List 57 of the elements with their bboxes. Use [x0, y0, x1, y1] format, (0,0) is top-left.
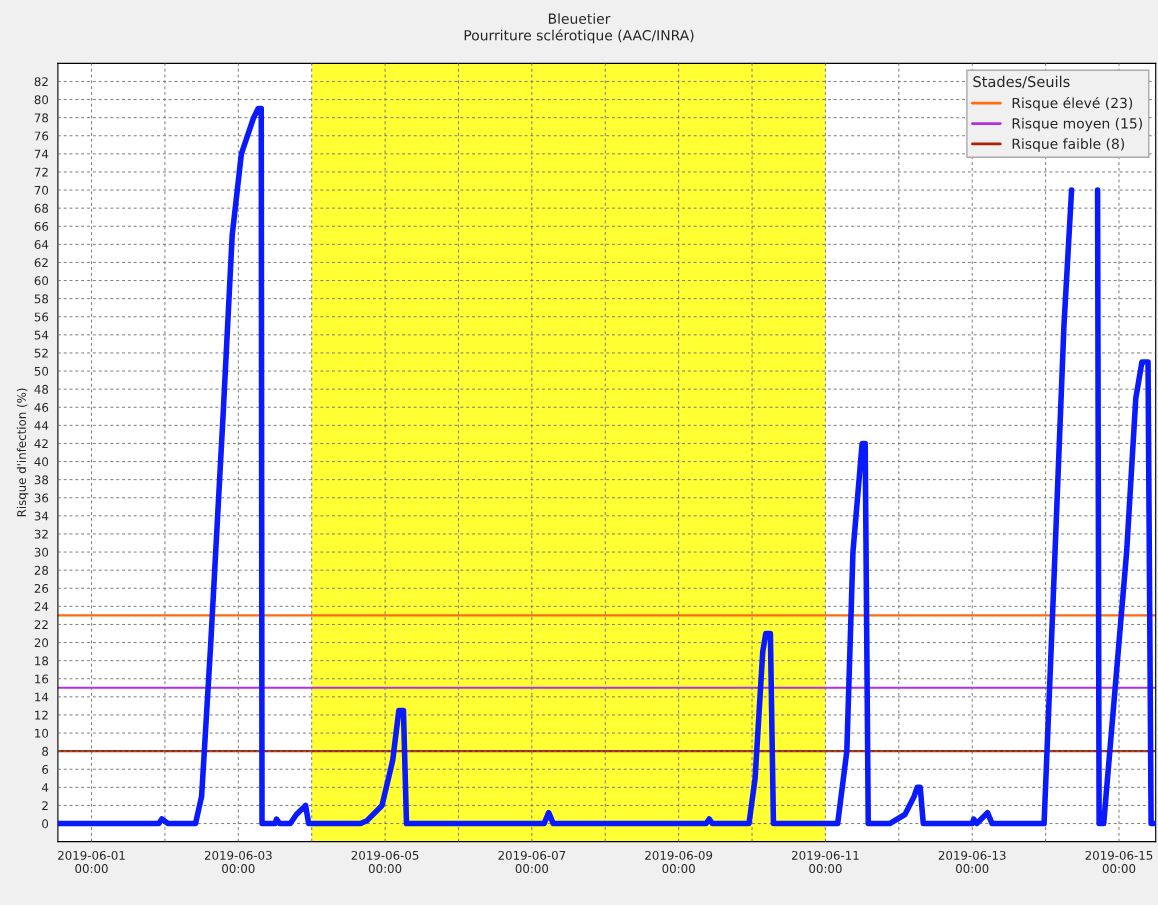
y-tick-label: 6: [42, 764, 49, 774]
y-tick-label: 50: [34, 366, 49, 376]
x-tick-label: 2019-06-13 00:00: [938, 850, 1006, 874]
y-tick-label: 68: [34, 203, 49, 213]
y-tick-label: 56: [34, 312, 49, 322]
y-tick-label: 38: [34, 475, 49, 485]
y-tick-label: 0: [42, 819, 49, 829]
y-tick-label: 16: [35, 674, 49, 684]
y-tick-label: 46: [34, 402, 49, 412]
chart-subtitle: Pourriture sclérotique (AAC/INRA): [464, 29, 694, 44]
x-tick-label: 2019-06-11 00:00: [791, 850, 859, 874]
y-tick-label: 82: [34, 77, 48, 87]
y-tick-label: 2: [42, 801, 48, 810]
y-tick-label: 76: [34, 131, 49, 141]
y-tick-label: 78: [34, 113, 49, 123]
y-tick-label: 74: [34, 149, 49, 159]
y-tick-label: 40: [34, 457, 49, 467]
y-tick-label: 70: [34, 185, 49, 195]
y-tick-label: 26: [34, 583, 49, 593]
y-tick-label: 22: [34, 620, 48, 629]
y-tick-label: 14: [35, 692, 49, 702]
y-tick-label: 10: [35, 728, 49, 738]
y-axis-title: Risque d'infection (%): [16, 388, 29, 517]
y-tick-label: 24: [34, 602, 49, 611]
y-tick-label: 58: [34, 294, 49, 304]
y-tick-label: 20: [34, 638, 49, 648]
y-tick-label: 54: [34, 330, 49, 340]
x-tick-label: 2019-06-01 00:00: [58, 850, 125, 874]
y-tick-label: 64: [34, 240, 49, 249]
x-tick-label: 2019-06-05 00:00: [351, 850, 419, 874]
y-tick-label: 72: [34, 167, 48, 177]
y-tick-label: 34: [34, 511, 49, 521]
y-tick-label: 8: [42, 746, 49, 756]
x-tick-label: 2019-06-07 00:00: [498, 850, 566, 874]
y-tick-label: 30: [34, 547, 49, 557]
y-tick-label: 12: [35, 710, 48, 720]
y-tick-label: 60: [34, 276, 49, 286]
y-tick-label: 48: [34, 384, 49, 394]
x-tick-label: 2019-06-09 00:00: [645, 850, 713, 874]
x-tick-label: 2019-06-03 00:00: [204, 850, 272, 874]
y-tick-label: 62: [34, 258, 48, 268]
y-tick-label: 80: [34, 95, 49, 105]
y-tick-label: 28: [34, 565, 49, 575]
y-tick-label: 66: [34, 221, 49, 231]
legend-label: Risque faible (8): [1012, 138, 1125, 152]
legend-label: Risque élevé (23): [1012, 96, 1133, 111]
x-tick-label: 2019-06-15 00:00: [1085, 850, 1153, 874]
y-tick-label: 32: [34, 529, 48, 539]
y-tick-label: 42: [34, 439, 48, 448]
legend-title: Stades/Seuils: [973, 75, 1070, 89]
y-tick-label: 36: [34, 493, 49, 503]
y-tick-label: 44: [34, 421, 49, 430]
y-tick-label: 52: [34, 348, 48, 358]
chart-title: Bleuetier: [548, 13, 611, 24]
y-tick-label: 18: [35, 656, 49, 666]
y-tick-label: 4: [41, 783, 49, 792]
legend-label: Risque moyen (15): [1012, 117, 1142, 132]
